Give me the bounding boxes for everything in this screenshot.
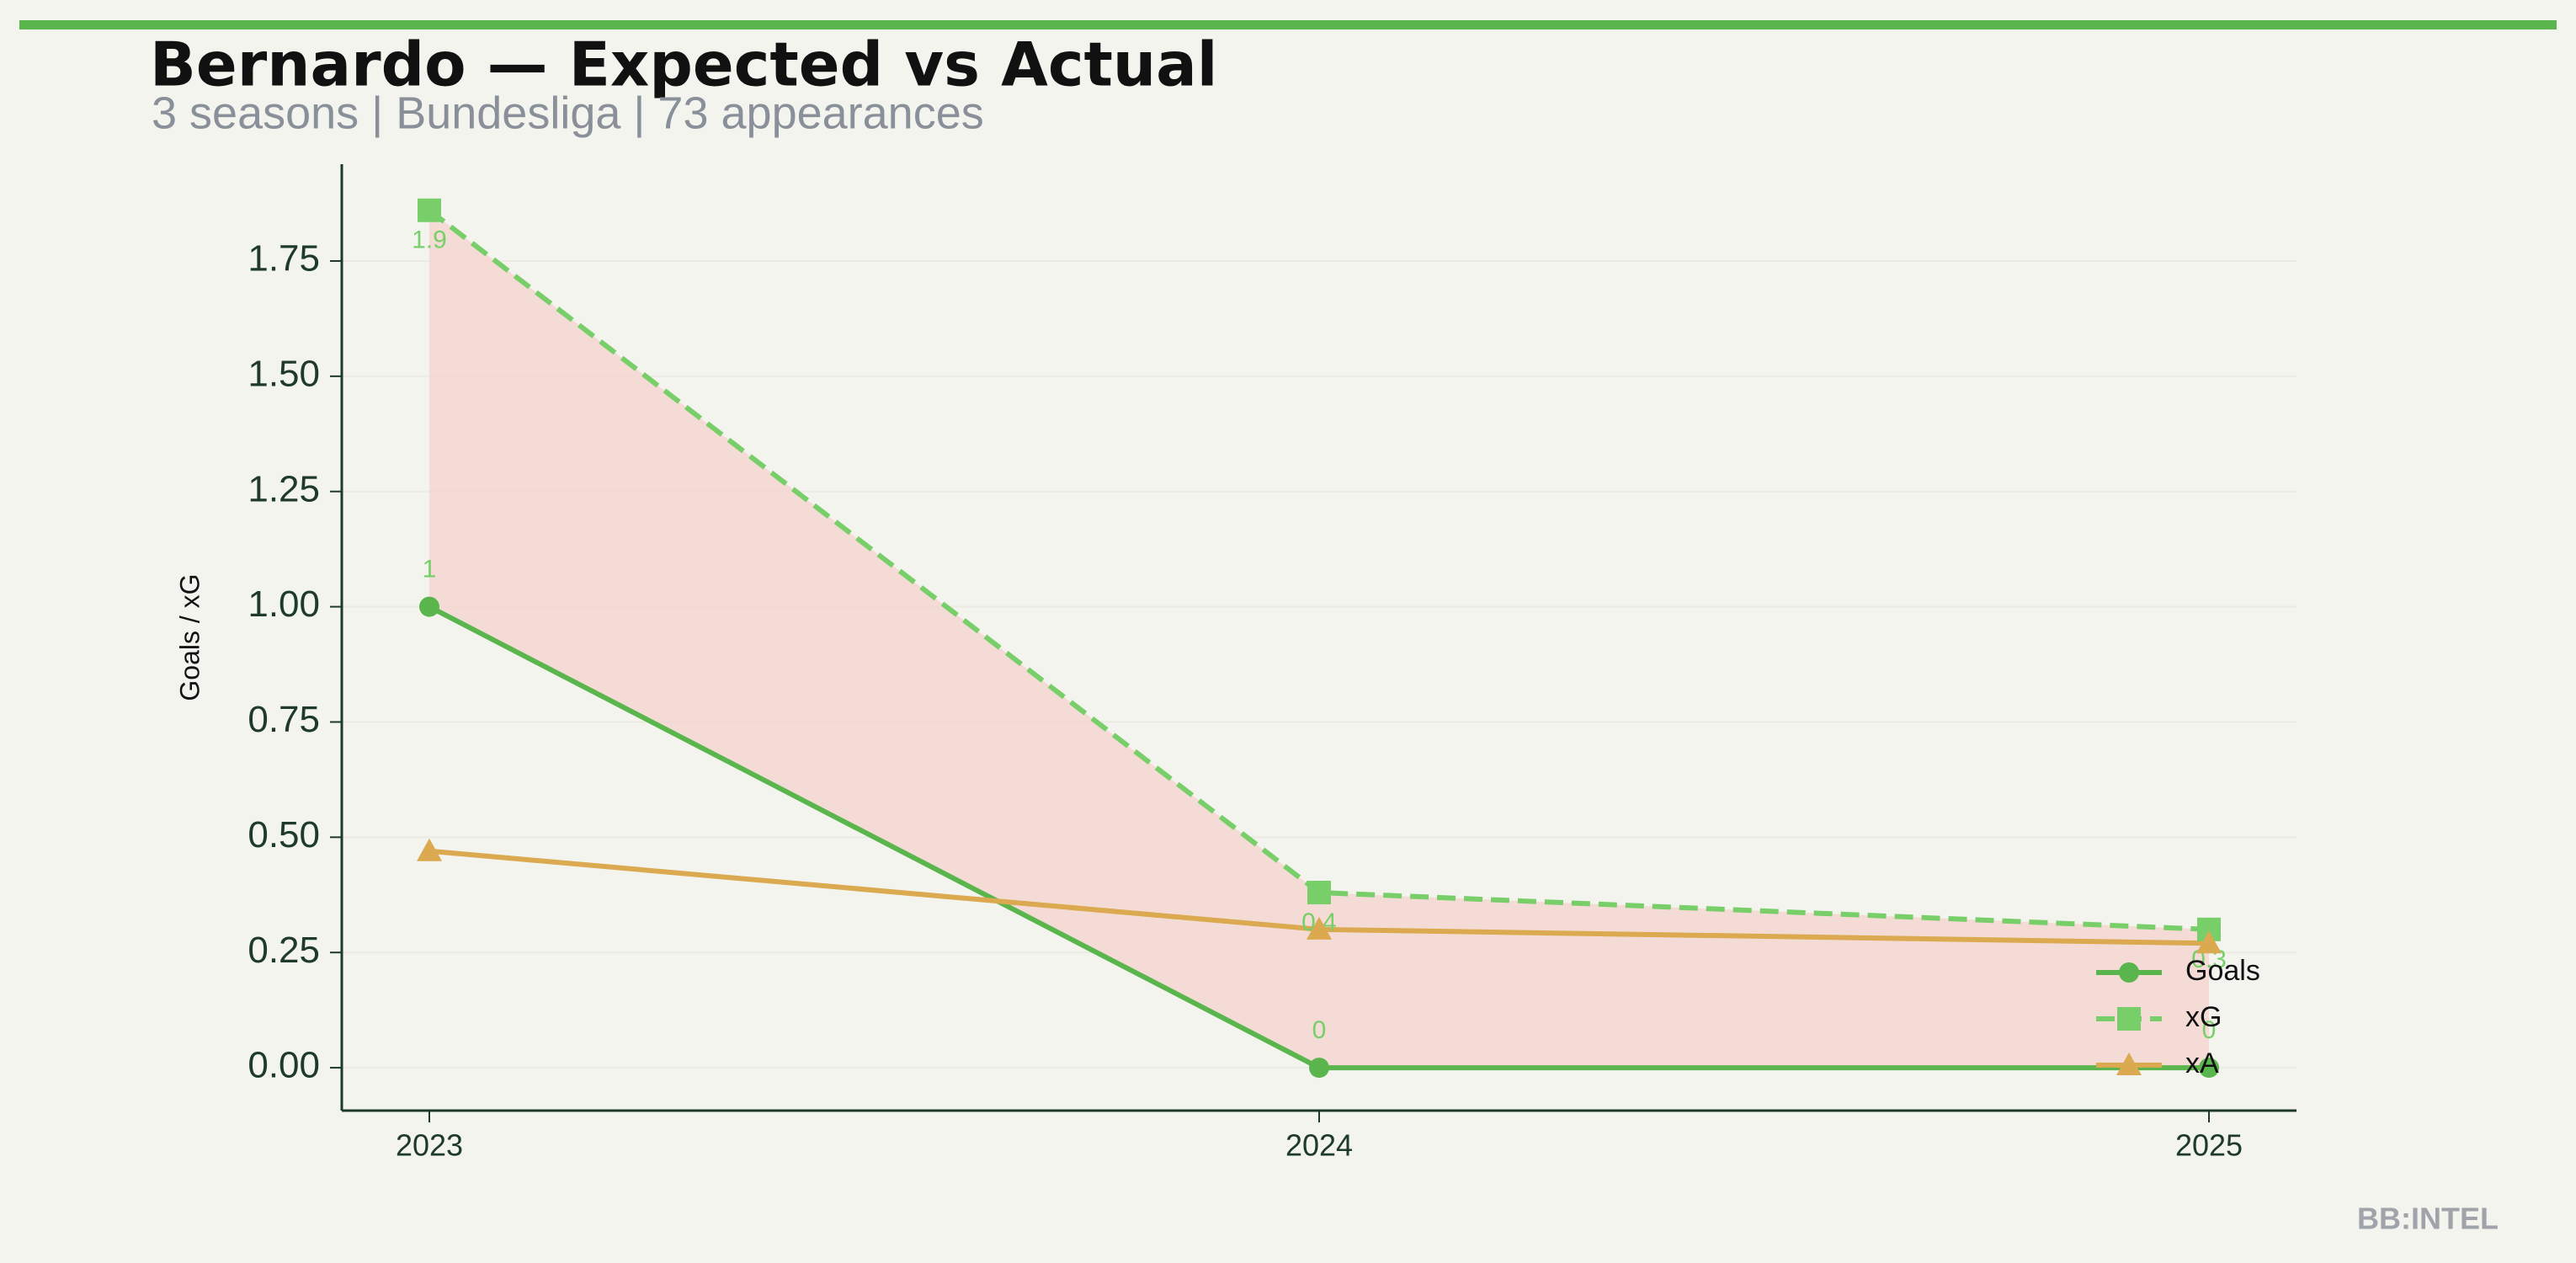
chart-subtitle: 3 seasons | Bundesliga | 73 appearances — [152, 88, 984, 138]
x-tick-label: 2023 — [396, 1128, 463, 1163]
legend-marker — [2117, 1007, 2141, 1031]
point — [417, 838, 442, 861]
point — [2199, 1058, 2219, 1079]
data-label: 0 — [2202, 1016, 2217, 1044]
watermark: BB:INTEL — [2357, 1202, 2499, 1236]
point — [1307, 881, 1331, 905]
y-tick-label: 0.75 — [247, 699, 320, 740]
point — [419, 596, 439, 617]
legend-marker — [2116, 1052, 2142, 1075]
point — [1309, 1058, 1329, 1079]
point — [1307, 916, 1332, 940]
chart-title: Bernardo — Expected vs Actual — [150, 29, 1217, 100]
point — [418, 198, 441, 222]
legend-marker — [2119, 962, 2139, 983]
point — [2196, 930, 2222, 954]
y-axis-label: Goals / xG — [174, 573, 205, 701]
y-tick-label: 0.00 — [247, 1045, 320, 1086]
legend-label: xA — [2185, 1047, 2219, 1079]
y-tick-label: 1.00 — [247, 584, 320, 625]
y-tick-label: 0.50 — [247, 814, 320, 855]
top-bar — [19, 20, 2557, 29]
legend-label: xG — [2185, 1001, 2222, 1033]
x-tick-label: 2025 — [2175, 1128, 2243, 1163]
data-label: 1 — [423, 556, 437, 584]
x-tick-label: 2024 — [1285, 1128, 1353, 1163]
data-label: 1.9 — [412, 226, 447, 254]
legend-label: Goals — [2185, 955, 2260, 987]
data-label: 0 — [1312, 1016, 1327, 1044]
y-tick-label: 1.75 — [247, 238, 320, 280]
y-tick-label: 1.50 — [247, 353, 320, 394]
y-tick-label: 0.25 — [247, 930, 320, 971]
y-tick-label: 1.25 — [247, 468, 320, 509]
